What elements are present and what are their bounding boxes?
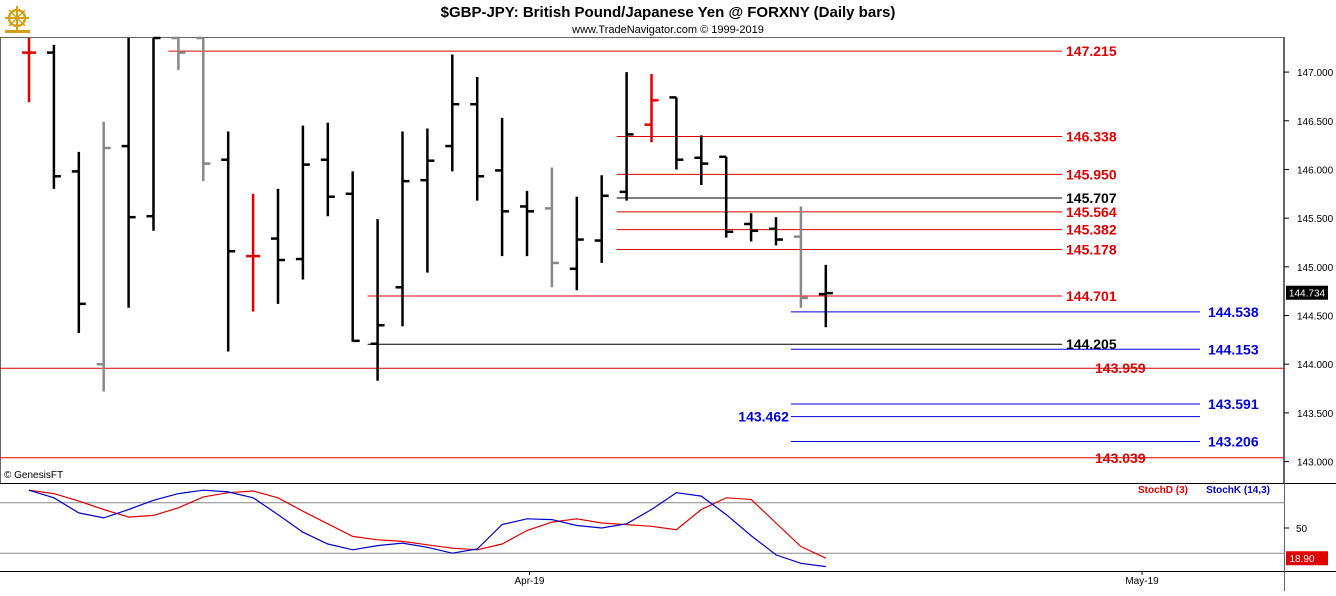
level-label: 145.382: [1066, 222, 1117, 238]
date-axis: Apr-19 May-19: [514, 571, 1159, 587]
level-label: 143.462: [738, 409, 789, 425]
level-label: 143.591: [1208, 396, 1259, 412]
y-tick-label: 146.500: [1297, 117, 1334, 128]
price-bars: [22, 36, 833, 392]
legend-stochd: StochD (3): [1138, 485, 1188, 496]
last-price-label: 144.734: [1289, 289, 1326, 300]
level-label: 144.153: [1208, 341, 1259, 357]
stoch-series-line: [28, 489, 827, 559]
level-label: 143.039: [1095, 450, 1146, 466]
chart-subtitle: www.TradeNavigator.com © 1999-2019: [571, 24, 764, 36]
last-price-marker: 144.734: [1286, 285, 1328, 300]
stochastic-lines: 18.90: [28, 489, 1328, 568]
ship-wheel-icon: [5, 6, 30, 33]
y-tick-label: 143.500: [1297, 409, 1334, 420]
level-label: 145.178: [1066, 241, 1117, 257]
stoch-last-label: 18.90: [1289, 554, 1314, 565]
y-tick-label: 144.000: [1297, 360, 1334, 371]
y-tick-label: 144.500: [1297, 312, 1334, 323]
y-tick-label: 147.000: [1297, 68, 1334, 79]
y-tick-label: 143.000: [1297, 458, 1334, 469]
y-tick-label: 146.000: [1297, 165, 1334, 176]
stoch-series-line: [28, 489, 826, 568]
x-tick-label: Apr-19: [514, 576, 544, 587]
x-tick-label: May-19: [1125, 576, 1159, 587]
level-label: 145.950: [1066, 166, 1117, 182]
level-label: 146.338: [1066, 129, 1117, 145]
stoch-axis: 50: [0, 502, 1308, 554]
level-label: 144.701: [1066, 288, 1117, 304]
level-label: 147.215: [1066, 43, 1117, 59]
level-label: 143.206: [1208, 434, 1259, 450]
price-axis: 147.000 146.500 146.000 145.500 145.000 144.5…: [1284, 68, 1334, 469]
y-tick-label: 145.000: [1297, 263, 1334, 274]
level-label: 144.205: [1066, 336, 1117, 352]
level-label: 143.959: [1095, 360, 1146, 376]
legend-stochk: StochK (14,3): [1206, 485, 1270, 496]
level-label: 144.538: [1208, 304, 1259, 320]
y-tick-label: 145.500: [1297, 214, 1334, 225]
last-price-box: [1286, 285, 1328, 300]
chart-title: $GBP-JPY: British Pound/Japanese Yen @ F…: [441, 4, 896, 21]
watermark: © GenesisFT: [4, 470, 63, 481]
stoch-tick-label: 50: [1296, 524, 1308, 535]
level-label: 145.707: [1066, 190, 1117, 206]
stoch-last-box: [1286, 551, 1328, 566]
level-label: 145.564: [1066, 204, 1117, 220]
